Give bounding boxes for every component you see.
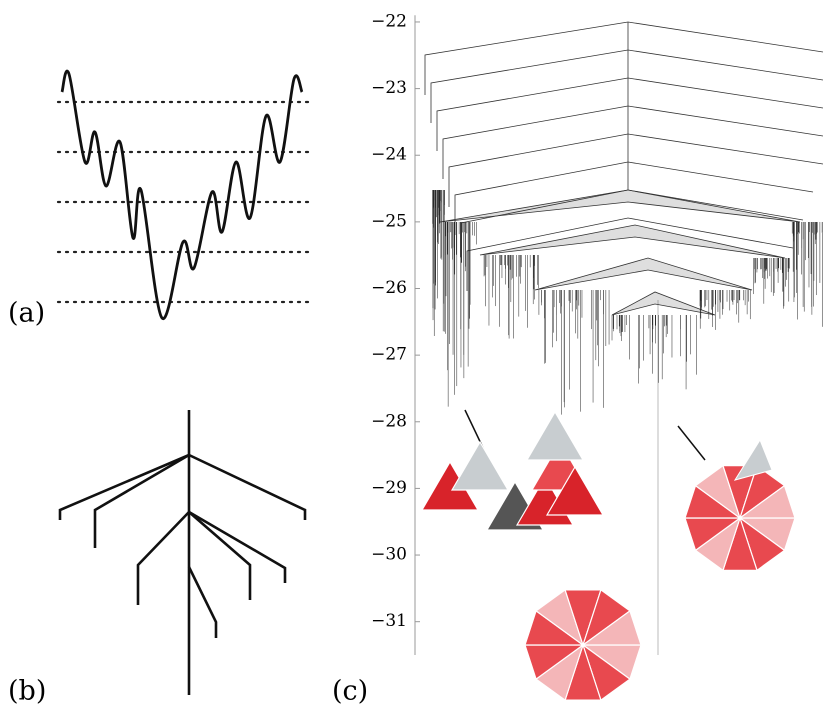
- y-tick-label: −28: [371, 411, 407, 431]
- panel-label: (c): [332, 676, 368, 707]
- basin: [535, 258, 752, 290]
- y-tick-label: −22: [371, 11, 407, 31]
- y-tick-label: −30: [371, 545, 407, 565]
- y-tick-label: −31: [371, 611, 407, 631]
- branch: [437, 78, 823, 151]
- branch: [425, 22, 823, 95]
- panel-label: (b): [8, 676, 46, 707]
- facet: [527, 412, 583, 460]
- basin: [480, 225, 785, 258]
- y-tick-label: −26: [371, 278, 407, 298]
- facet: [452, 442, 508, 490]
- arrow: [678, 426, 705, 460]
- y-tick-label: −23: [371, 78, 407, 98]
- panel-label: (a): [8, 298, 45, 329]
- figure: (a) (b) (c) −22 −23 −24 −25 −26 −27 −28 −29 −30 −…: [0, 0, 823, 711]
- cluster: [525, 590, 641, 700]
- y-tick-label: −27: [371, 345, 407, 365]
- y-tick-label: −25: [371, 211, 407, 231]
- branch: [431, 50, 823, 123]
- panel-b-tree: [60, 410, 305, 695]
- basin: [612, 292, 715, 315]
- y-tick-label: −24: [371, 145, 407, 165]
- branch: [443, 106, 823, 179]
- y-tick-label: −29: [371, 478, 407, 498]
- basin: [440, 190, 800, 222]
- energy-curve: [62, 71, 302, 319]
- open-cluster: [422, 412, 603, 530]
- fringe: [433, 190, 823, 415]
- cluster: [685, 466, 795, 571]
